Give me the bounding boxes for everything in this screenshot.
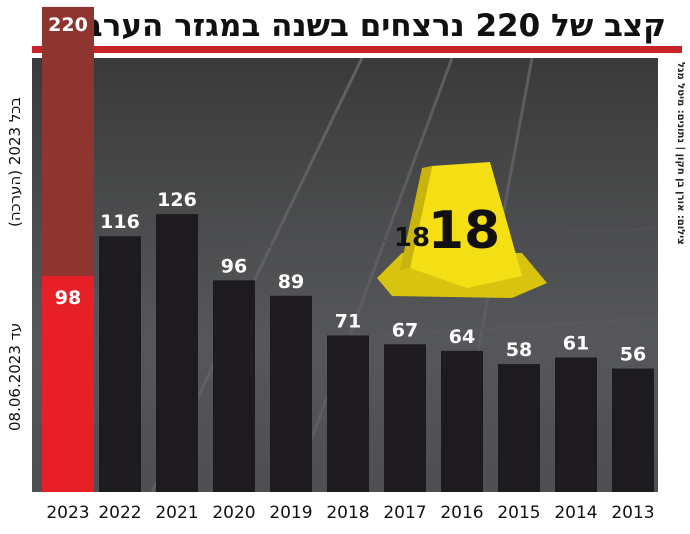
- bar-2019: [270, 295, 312, 492]
- title-rule: [32, 46, 682, 53]
- x-tick-label-2019: 2019: [269, 503, 312, 523]
- bar-label-2016: 64: [449, 326, 475, 348]
- photo-credit: צילום: אורן בן חקון | נתונים: מיטל מגל: [675, 62, 686, 245]
- bar-2022: [99, 236, 141, 492]
- x-tick-label-2016: 2016: [440, 503, 483, 523]
- bar-2016: [441, 350, 483, 492]
- bar-2020: [213, 280, 255, 492]
- bar-label-2023: 98: [55, 287, 81, 309]
- bar-label-2022: 116: [100, 211, 140, 233]
- bar-label-2017: 67: [392, 319, 418, 341]
- x-tick-label-2017: 2017: [383, 503, 426, 523]
- bar-2017: [384, 344, 426, 492]
- bar-2015: [498, 364, 540, 492]
- x-tick-label-2015: 2015: [497, 503, 540, 523]
- bar-2014: [555, 357, 597, 492]
- bar-label-2019: 89: [278, 271, 304, 293]
- bar-2023: [42, 275, 94, 492]
- bar-label-2020: 96: [221, 255, 247, 277]
- svg-text:18: 18: [394, 223, 430, 253]
- bar-2018: [327, 335, 369, 492]
- bar-label-2015: 58: [506, 339, 532, 361]
- side-label-estimate: בכל 2023 (הערכה): [6, 97, 24, 227]
- evidence-marker-cone: 18 18: [377, 162, 547, 298]
- side-label-to-date: עד 08.06.2023: [6, 322, 24, 432]
- bar-label-2014: 61: [563, 332, 589, 354]
- bar-label-2021: 126: [157, 189, 197, 211]
- x-tick-label-2023: 2023: [46, 503, 89, 523]
- bar-2021: [156, 214, 198, 493]
- bar-2013: [612, 368, 654, 492]
- x-tick-label-2020: 2020: [212, 503, 255, 523]
- x-tick-label-2013: 2013: [611, 503, 654, 523]
- bar-label-2018: 71: [335, 310, 361, 332]
- x-tick-label-2018: 2018: [326, 503, 369, 523]
- bar-label-2013: 56: [620, 344, 646, 366]
- x-tick-label-2022: 2022: [98, 503, 141, 523]
- bar-label-estimate-2023: 220: [48, 14, 88, 36]
- x-tick-label-2021: 2021: [155, 503, 198, 523]
- x-tick-label-2014: 2014: [554, 503, 597, 523]
- svg-text:18: 18: [428, 201, 500, 261]
- chart-title: קצב של 220 נרצחים בשנה במגזר הערבי: [74, 8, 666, 44]
